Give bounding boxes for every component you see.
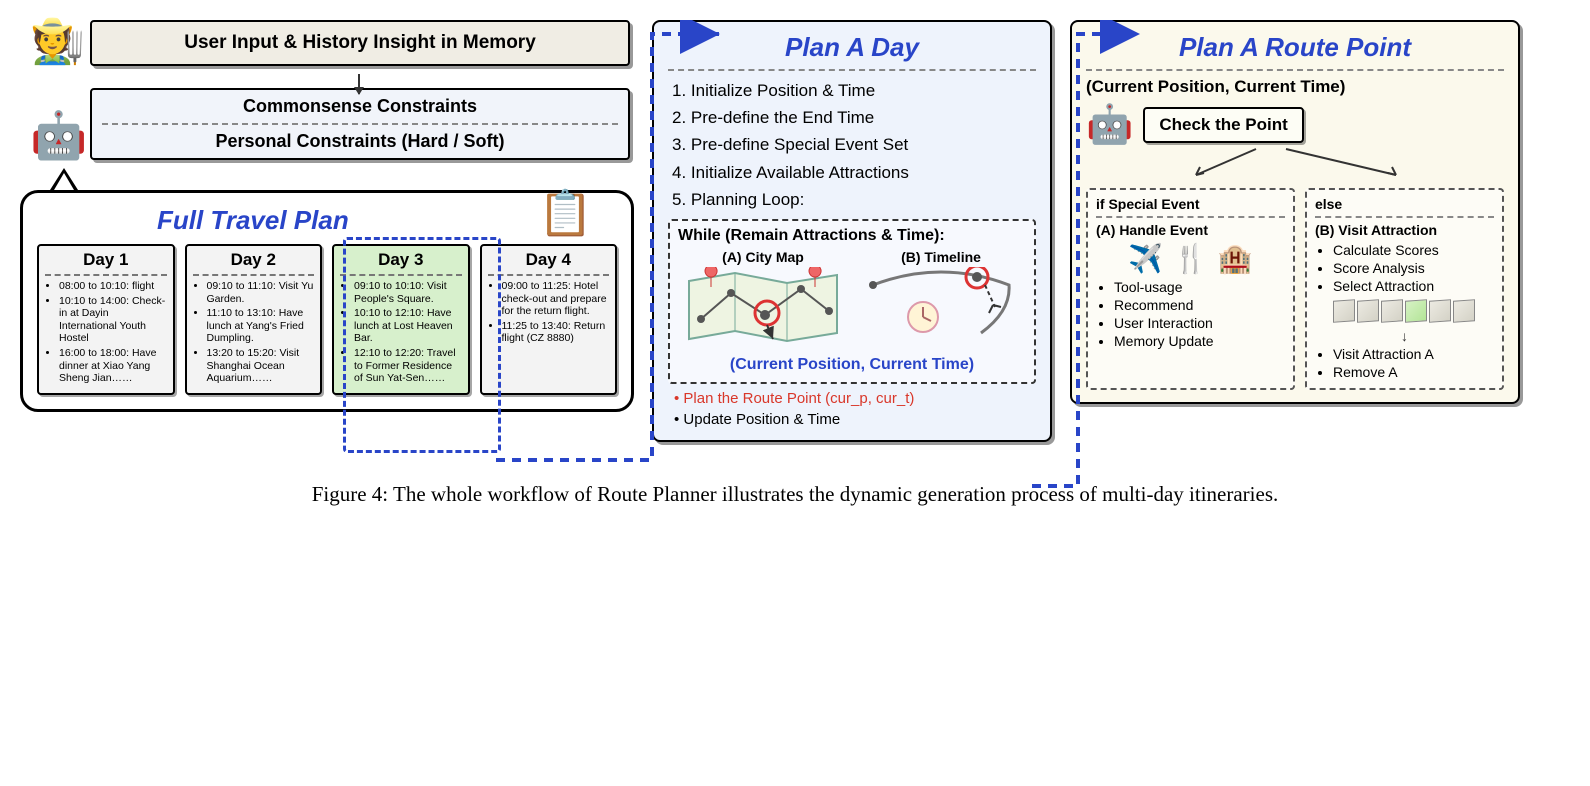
hotel-icon: 🏨 [1218, 242, 1253, 275]
plan-day-step: 5. Planning Loop: [672, 186, 1036, 213]
clipboard-icon: 📋 [538, 187, 593, 239]
visit-bottom-list: Visit Attraction A Remove A [1315, 346, 1494, 380]
day-label: Day 1 [45, 250, 167, 276]
day-card: Day 3 09:10 to 10:10: Visit People's Squa… [332, 244, 470, 395]
day-card: Day 4 09:00 to 11:25: Hotel check-out and… [480, 244, 618, 395]
visit-top-item: Select Attraction [1333, 278, 1494, 294]
day-item: 10:10 to 12:10: Have lunch at Lost Heave… [354, 307, 462, 345]
left-column: 🧑‍🌾 🤖 User Input & History Insight in Me… [20, 20, 634, 412]
robot-small-icon: 🤖 [1086, 103, 1133, 147]
plan-route-point-line: Plan the Route Point (cur_p, cur_t) [668, 390, 1036, 407]
day-item: 09:10 to 10:10: Visit People's Square. [354, 280, 462, 305]
plan-day-steps: 1. Initialize Position & Time2. Pre-defi… [668, 77, 1036, 213]
plan-route-point-panel: Plan A Route Point (Current Position, Cu… [1070, 20, 1520, 404]
workflow-diagram: 🧑‍🌾 🤖 User Input & History Insight in Me… [20, 20, 1570, 442]
personal-constraints: Personal Constraints (Hard / Soft) [102, 125, 618, 152]
branch-arrows-icon [1086, 147, 1506, 181]
while-title: While (Remain Attractions & Time): [678, 227, 1026, 245]
if-special-event-col: if Special Event (A) Handle Event ✈️ 🍴 🏨… [1086, 188, 1295, 390]
plan-day-step: 4. Initialize Available Attractions [672, 159, 1036, 186]
figure-caption: Figure 4: The whole workflow of Route Pl… [20, 482, 1570, 507]
visit-bottom-item: Visit Attraction A [1333, 346, 1494, 362]
day-item: 11:10 to 13:10: Have lunch at Yang's Fri… [207, 307, 315, 345]
traveler-icon: 🧑‍🌾 [30, 20, 85, 64]
day-card: Day 1 08:00 to 10:10: flight 10:10 to 14:0… [37, 244, 175, 395]
current-pos-time-label: (Current Position, Current Time) [678, 356, 1026, 374]
robot-icon: 🤖 [30, 112, 87, 158]
cubes-row-icon [1315, 300, 1494, 322]
day-items: 09:10 to 11:10: Visit Yu Garden.11:10 to… [193, 280, 315, 385]
handle-event-icons: ✈️ 🍴 🏨 [1096, 242, 1285, 275]
day-item: 08:00 to 10:10: flight [59, 280, 167, 293]
check-point-box: Check the Point [1143, 107, 1303, 143]
day-label: Day 4 [488, 250, 610, 276]
plan-day-step: 2. Pre-define the End Time [672, 104, 1036, 131]
commonsense-constraints: Commonsense Constraints [102, 96, 618, 125]
day-label: Day 3 [340, 250, 462, 276]
city-map-label: (A) City Map [678, 249, 848, 265]
if-special-event-head: if Special Event [1096, 196, 1285, 218]
handle-item: Recommend [1114, 297, 1285, 313]
day-card: Day 2 09:10 to 11:10: Visit Yu Garden.11:… [185, 244, 323, 395]
timeline-col: (B) Timeline [856, 249, 1026, 352]
day-item: 11:25 to 13:40: Return flight (CZ 8880) [502, 320, 610, 345]
day-item: 09:10 to 11:10: Visit Yu Garden. [207, 280, 315, 305]
day-item: 13:20 to 15:20: Visit Shanghai Ocean Aqu… [207, 347, 315, 385]
split-row: if Special Event (A) Handle Event ✈️ 🍴 🏨… [1086, 188, 1504, 390]
route-point-subtitle: (Current Position, Current Time) [1086, 77, 1504, 97]
day-item: 09:00 to 11:25: Hotel check-out and prep… [502, 280, 610, 318]
day-items: 09:00 to 11:25: Hotel check-out and prep… [488, 280, 610, 345]
day-item: 12:10 to 12:20: Travel to Former Residen… [354, 347, 462, 385]
visit-top-item: Score Analysis [1333, 260, 1494, 276]
timeline-label: (B) Timeline [856, 249, 1026, 265]
food-icon: 🍴 [1173, 242, 1208, 275]
timeline-icon [856, 267, 1026, 347]
day-item: 10:10 to 14:00: Check-in at Dayin Intern… [59, 295, 167, 345]
handle-event-head: (A) Handle Event [1096, 222, 1285, 238]
else-head: else [1315, 196, 1494, 218]
visit-attraction-head: (B) Visit Attraction [1315, 222, 1494, 238]
plan-day-step: 3. Pre-define Special Event Set [672, 131, 1036, 158]
cube-down-arrow-icon: ↓ [1315, 328, 1494, 344]
plane-icon: ✈️ [1128, 242, 1163, 275]
day-item: 16:00 to 18:00: Have dinner at Xiao Yang… [59, 347, 167, 385]
visit-top-item: Calculate Scores [1333, 242, 1494, 258]
handle-item: User Interaction [1114, 315, 1285, 331]
user-input-box: User Input & History Insight in Memory [90, 20, 630, 66]
down-arrow-icon [358, 74, 360, 94]
days-row: Day 1 08:00 to 10:10: flight 10:10 to 14:0… [37, 244, 617, 395]
top-boxes: User Input & History Insight in Memory C… [90, 20, 630, 160]
update-pos-time-line: Update Position & Time [668, 411, 1036, 428]
day-label: Day 2 [193, 250, 315, 276]
constraints-box: Commonsense Constraints Personal Constra… [90, 88, 630, 160]
else-col: else (B) Visit Attraction Calculate Scor… [1305, 188, 1504, 390]
plan-day-step: 1. Initialize Position & Time [672, 77, 1036, 104]
handle-item: Memory Update [1114, 333, 1285, 349]
day-items: 08:00 to 10:10: flight 10:10 to 14:00: Ch… [45, 280, 167, 385]
check-point-row: 🤖 Check the Point [1086, 103, 1504, 147]
plan-a-day-title: Plan A Day [668, 32, 1036, 71]
city-map-icon [678, 267, 848, 347]
route-point-title: Plan A Route Point [1086, 32, 1504, 71]
handle-event-list: Tool-usage Recommend User Interaction Memor… [1096, 279, 1285, 349]
while-box: While (Remain Attractions & Time): (A) C… [668, 219, 1036, 384]
bubble-tail-icon [50, 168, 78, 190]
plan-a-day-panel: Plan A Day 1. Initialize Position & Time… [652, 20, 1052, 442]
ab-row: (A) City Map [678, 249, 1026, 352]
day-items: 09:10 to 10:10: Visit People's Square.10… [340, 280, 462, 385]
full-plan-bubble: 📋 Full Travel Plan Day 108:00 to 10:10: … [20, 190, 634, 412]
visit-top-list: Calculate Scores Score Analysis Select Att… [1315, 242, 1494, 294]
handle-item: Tool-usage [1114, 279, 1285, 295]
speech-bubble-wrap: 📋 Full Travel Plan Day 108:00 to 10:10: … [20, 190, 634, 412]
city-map-col: (A) City Map [678, 249, 848, 352]
visit-bottom-item: Remove A [1333, 364, 1494, 380]
